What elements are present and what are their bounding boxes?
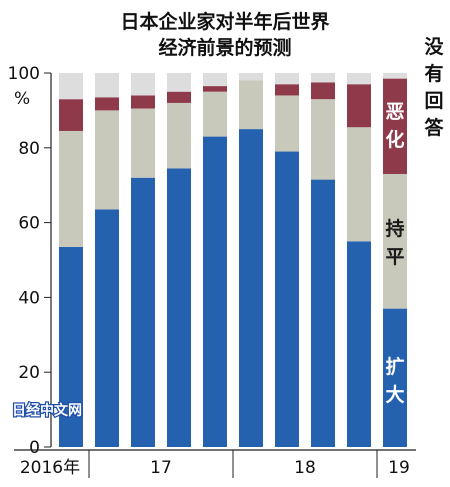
bar-segment-2-9 xyxy=(347,127,371,242)
bar-segment-1-1 xyxy=(59,246,83,447)
legend-label-expand-char-2: 大 xyxy=(385,383,404,406)
bar-segment-3-3 xyxy=(131,95,155,109)
x-axis: 2016年 17 18 19 xyxy=(14,449,416,478)
bar-segment-2-5 xyxy=(203,91,227,137)
legend-label-no-answer-char-4: 答 xyxy=(424,116,444,139)
bar-segment-1-5 xyxy=(203,136,227,447)
y-axis-unit: % xyxy=(14,89,30,109)
x-period-label-1: 2016年 xyxy=(20,458,80,478)
y-tick-label-20: 20 xyxy=(18,363,40,383)
y-tick-label-0: 0 xyxy=(29,438,40,458)
bar-segment-1-7 xyxy=(275,151,299,448)
bar-segment-3-9 xyxy=(347,84,371,128)
legend-label-expand-char-1: 扩 xyxy=(385,356,404,378)
chart-title-line-2: 经济前景的预测 xyxy=(158,36,291,59)
bar-segment-2-7 xyxy=(275,95,299,152)
x-period-label-2: 17 xyxy=(150,458,172,478)
bar-segment-2-8 xyxy=(311,99,335,180)
x-period-label-4: 19 xyxy=(388,458,410,478)
bar-segment-3-2 xyxy=(95,97,119,111)
legend-label-no-answer-char-1: 没 xyxy=(424,36,444,58)
bar-segment-1-3 xyxy=(131,177,155,447)
bar-segment-4-4 xyxy=(167,73,191,92)
bar-segment-3-4 xyxy=(167,91,191,103)
bars-group xyxy=(59,73,407,448)
bar-segment-4-9 xyxy=(347,73,371,85)
watermark: 日经中文网 xyxy=(12,402,82,419)
bar-segment-3-1 xyxy=(59,99,83,131)
legend-label-no-answer-char-3: 回 xyxy=(424,90,443,112)
bar-segment-4-7 xyxy=(275,73,299,85)
legend-label-no-answer-char-2: 有 xyxy=(424,62,443,85)
legend-label-flat-char-1: 持 xyxy=(385,217,404,240)
y-tick-label-60: 60 xyxy=(18,214,40,234)
x-period-label-3: 18 xyxy=(294,458,316,478)
bar-segment-4-5 xyxy=(203,73,227,87)
y-tick-label-40: 40 xyxy=(18,288,40,308)
bar-segment-4-8 xyxy=(311,73,335,83)
bar-segment-4-10 xyxy=(383,73,407,79)
bar-segment-3-7 xyxy=(275,84,299,96)
bar-segment-1-9 xyxy=(347,241,371,447)
bar-segment-2-1 xyxy=(59,130,83,247)
bar-segment-2-2 xyxy=(95,110,119,210)
bar-segment-4-3 xyxy=(131,73,155,96)
y-axis: 0 20 40 60 80 100 xyxy=(8,64,52,458)
bar-segment-1-10 xyxy=(383,308,407,447)
legend-label-worse-char-1: 恶 xyxy=(385,101,404,123)
bar-segment-4-2 xyxy=(95,73,119,98)
bar-segment-3-5 xyxy=(203,86,227,92)
bar-segment-2-10 xyxy=(383,173,407,309)
bar-segment-1-2 xyxy=(95,209,119,447)
legend-label-worse-char-2: 化 xyxy=(385,128,404,151)
bar-segment-1-6 xyxy=(239,129,263,447)
bar-segment-4-1 xyxy=(59,73,83,100)
bar-segment-3-10 xyxy=(383,78,407,174)
bar-segment-2-3 xyxy=(131,108,155,178)
legend-label-flat-char-2: 平 xyxy=(385,246,404,268)
bar-segment-2-6 xyxy=(239,80,263,130)
bar-segment-1-4 xyxy=(167,168,191,447)
bar-segment-4-6 xyxy=(239,73,263,81)
chart-title-line-1: 日本企业家对半年后世界 xyxy=(120,10,329,33)
bar-segment-2-4 xyxy=(167,102,191,169)
bar-segment-1-8 xyxy=(311,179,335,447)
bar-segment-3-8 xyxy=(311,82,335,100)
y-tick-label-100: 100 xyxy=(8,64,40,84)
y-tick-label-80: 80 xyxy=(18,139,40,159)
